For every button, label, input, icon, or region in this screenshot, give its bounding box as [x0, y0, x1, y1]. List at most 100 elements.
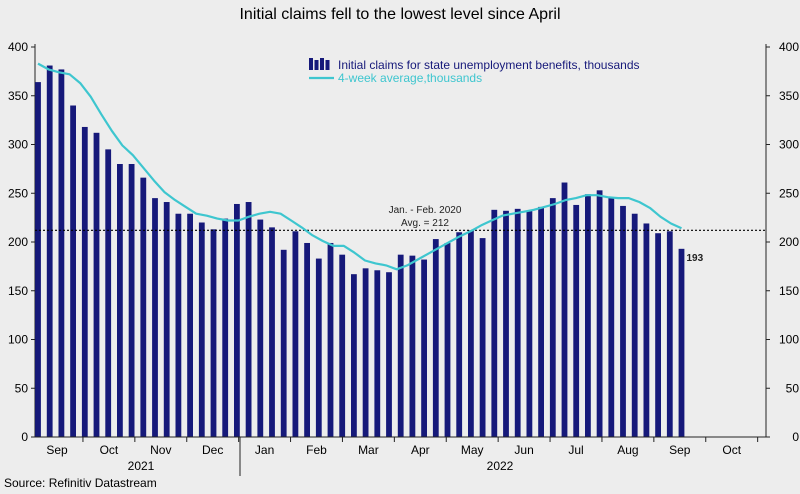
legend-bar-swatch	[320, 58, 324, 70]
bar	[538, 206, 544, 437]
bar	[351, 274, 357, 437]
average-line	[37, 62, 682, 271]
bar	[304, 242, 310, 437]
bar	[234, 203, 240, 437]
x-tick-label: Oct	[100, 443, 119, 457]
bar	[163, 202, 170, 437]
bar	[432, 239, 439, 437]
bar	[585, 194, 591, 437]
y-tick-label-right: 300	[779, 138, 799, 152]
bar	[175, 213, 182, 437]
bar	[93, 132, 100, 438]
y-tick-label-left: 100	[8, 333, 28, 347]
bar	[468, 230, 474, 437]
bar	[479, 238, 486, 437]
x-tick-label: Dec	[202, 443, 223, 457]
x-tick-label: Jan	[255, 443, 274, 457]
bar	[514, 208, 521, 437]
last-value-label: 193	[687, 253, 704, 264]
average-line-series	[37, 62, 682, 271]
y-tick-label-right: 100	[779, 333, 799, 347]
bar	[374, 270, 381, 437]
bar	[35, 82, 41, 437]
bar	[210, 229, 217, 437]
bar	[409, 255, 416, 437]
bar	[561, 182, 568, 437]
bar	[58, 69, 65, 438]
bar	[117, 164, 123, 437]
x-tick-label: Nov	[150, 443, 171, 457]
y-tick-label-right: 50	[786, 381, 800, 395]
bar	[269, 227, 275, 437]
bar	[655, 233, 661, 437]
bar	[198, 222, 205, 437]
legend-label-bars: Initial claims for state unemployment be…	[338, 58, 640, 72]
bar	[187, 213, 193, 437]
bar	[491, 209, 498, 437]
x-tick-label: Jul	[568, 443, 583, 457]
bar	[46, 65, 53, 438]
bar	[362, 268, 369, 437]
bar	[456, 232, 463, 437]
bar	[140, 177, 147, 437]
y-tick-label-right: 250	[779, 186, 799, 200]
bar	[128, 164, 135, 437]
legend: Initial claims for state unemployment be…	[309, 58, 640, 85]
bar	[631, 213, 638, 437]
x-tick-label: Sep	[46, 443, 68, 457]
x-tick-label: Sep	[669, 443, 691, 457]
bar	[339, 254, 346, 437]
bar	[292, 231, 299, 437]
bar	[643, 223, 650, 437]
bar	[245, 202, 252, 437]
bar	[503, 210, 509, 437]
y-tick-label-right: 0	[792, 430, 799, 444]
y-tick-label-left: 300	[8, 138, 28, 152]
source-note: Source: Refinitiv Datastream	[4, 476, 157, 490]
y-tick-label-left: 150	[8, 284, 28, 298]
bar	[222, 218, 229, 437]
bar	[608, 197, 615, 437]
chart-title: Initial claims fell to the lowest level …	[239, 6, 561, 23]
bar	[280, 249, 287, 437]
bar	[549, 198, 556, 437]
bar-series	[35, 65, 685, 438]
x-tick-label: Oct	[722, 443, 741, 457]
bar	[573, 204, 580, 437]
bar	[620, 205, 626, 437]
bar	[70, 105, 76, 437]
bar	[421, 259, 427, 437]
x-tick-label: Aug	[617, 443, 638, 457]
bar	[105, 149, 112, 437]
y-tick-label-right: 150	[779, 284, 799, 298]
year-label: 2022	[487, 459, 514, 473]
reference-label-line2: Avg. = 212	[401, 218, 449, 229]
bar	[397, 254, 404, 437]
y-axis-right: 0 50 100 150 200 250 300 350 400	[765, 40, 800, 444]
y-tick-label-right: 400	[779, 40, 799, 54]
y-tick-label-left: 50	[15, 381, 29, 395]
bar	[81, 126, 88, 437]
bar	[444, 242, 451, 437]
bar	[152, 198, 158, 437]
y-tick-label-left: 250	[8, 186, 28, 200]
legend-label-average: 4-week average,thousands	[338, 71, 482, 85]
x-tick-label: Apr	[411, 443, 430, 457]
y-tick-label-left: 400	[8, 40, 28, 54]
bar	[596, 190, 603, 437]
bar	[327, 242, 334, 437]
y-axis-left: 0 50 100 150 200 250 300 350 400	[8, 40, 36, 444]
x-tick-label: Jun	[514, 443, 533, 457]
bar	[666, 231, 673, 437]
x-tick-label: Mar	[358, 443, 379, 457]
x-tick-label: Feb	[306, 443, 327, 457]
year-label: 2021	[128, 459, 155, 473]
bar	[257, 219, 264, 437]
reference-line: Jan. - Feb. 2020 Avg. = 212	[35, 205, 766, 231]
reference-label-line1: Jan. - Feb. 2020	[389, 205, 462, 216]
x-axis: Sep Oct Nov Dec Jan Feb Mar Apr May Jun Jul Aug Sep O…	[35, 436, 766, 476]
bar	[678, 248, 685, 437]
annotations: 193	[687, 253, 704, 264]
bar	[526, 210, 533, 437]
